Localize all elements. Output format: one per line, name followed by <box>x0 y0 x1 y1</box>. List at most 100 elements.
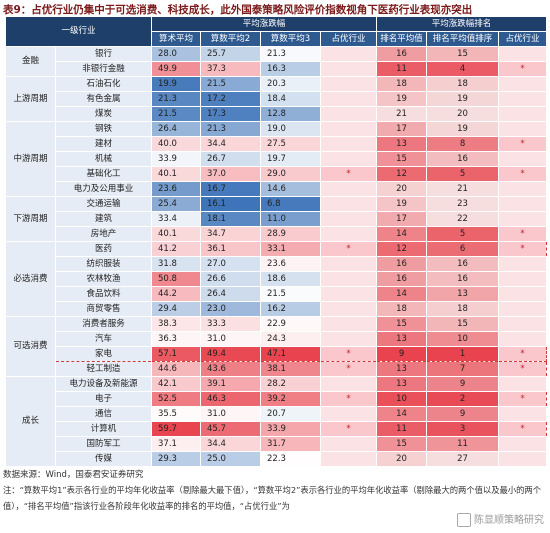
industry-table: 一级行业 平均涨跌幅 平均涨跌幅排名 算术平均 算数平均2 算数平均3 占优行业 排名平… <box>4 16 548 467</box>
avg-return-cell: 33.3 <box>200 316 262 332</box>
dominant-flag-cell <box>498 406 548 422</box>
rank-cell: 15 <box>376 151 428 167</box>
column-header: 占优行业 <box>320 31 378 47</box>
table-row: 有色金属 21.3 17.2 18.4 19 19 <box>6 91 548 107</box>
table-row: 非银行金融 49.9 37.3 16.3 11 4 * <box>6 61 548 77</box>
sector-label: 成长 <box>5 376 56 467</box>
dominant-flag-cell: * <box>498 391 548 407</box>
avg-return-cell: 27.5 <box>260 136 322 152</box>
avg-return-cell: 16.2 <box>260 301 322 317</box>
avg-return-cell: 40.1 <box>151 166 202 182</box>
rank-cell: 5 <box>426 166 500 182</box>
dominant-flag-cell: * <box>498 166 548 182</box>
avg-return-cell: 25.0 <box>200 451 262 467</box>
avg-return-cell: 18.4 <box>260 91 322 107</box>
avg-return-cell: 26.6 <box>200 271 262 287</box>
table-row: 国防军工 37.1 34.4 31.7 15 11 <box>6 436 548 452</box>
avg-return-cell: 57.1 <box>151 346 202 362</box>
avg-return-cell: 49.4 <box>200 346 262 362</box>
industry-name: 食品饮料 <box>54 286 153 302</box>
industry-name: 农林牧渔 <box>54 271 153 287</box>
rank-cell: 19 <box>376 91 428 107</box>
avg-return-cell: 21.3 <box>260 46 322 62</box>
table-row: 农林牧渔 50.8 26.6 18.6 16 16 <box>6 271 548 287</box>
rank-cell: 5 <box>426 226 500 242</box>
dominant-flag-cell <box>320 331 378 347</box>
avg-return-cell: 46.3 <box>200 391 262 407</box>
industry-name: 石油石化 <box>54 76 153 92</box>
dominant-flag-cell <box>320 376 378 392</box>
rank-cell: 1 <box>426 346 500 362</box>
table-row: 食品饮料 44.2 26.4 21.5 14 13 <box>6 286 548 302</box>
avg-return-cell: 34.7 <box>200 226 262 242</box>
rank-cell: 9 <box>426 376 500 392</box>
rank-cell: 19 <box>426 121 500 137</box>
avg-return-cell: 50.8 <box>151 271 202 287</box>
avg-return-cell: 33.1 <box>260 241 322 257</box>
avg-return-cell: 18.6 <box>260 271 322 287</box>
dominant-flag-cell <box>498 316 548 332</box>
column-header: 排名平均值排序 <box>426 31 500 47</box>
rank-cell: 13 <box>376 361 428 377</box>
table-row: 建材 40.0 34.4 27.5 13 8 * <box>6 136 548 152</box>
table-row: 机械 33.9 26.7 19.7 15 16 <box>6 151 548 167</box>
dominant-flag-cell: * <box>498 346 548 362</box>
dominant-flag-cell <box>498 76 548 92</box>
avg-return-cell: 44.6 <box>151 361 202 377</box>
table-row: 轻工制造 44.6 43.6 38.1 * 13 7 * <box>6 361 548 377</box>
rank-cell: 16 <box>376 46 428 62</box>
avg-return-cell: 28.9 <box>260 226 322 242</box>
dominant-flag-cell <box>498 181 548 197</box>
avg-return-cell: 45.7 <box>200 421 262 437</box>
dominant-flag-cell <box>498 286 548 302</box>
dominant-flag-cell: * <box>498 136 548 152</box>
rank-cell: 13 <box>376 331 428 347</box>
avg-return-cell: 28.0 <box>151 46 202 62</box>
industry-name: 建材 <box>54 136 153 152</box>
industry-name: 轻工制造 <box>54 361 153 377</box>
avg-return-cell: 31.7 <box>260 436 322 452</box>
dominant-flag-cell <box>498 451 548 467</box>
header-avg-return: 平均涨跌幅 <box>151 16 378 32</box>
table-row: 电力及公用事业 23.6 16.7 14.6 20 21 <box>6 181 548 197</box>
dominant-flag-cell: * <box>498 361 548 377</box>
column-header: 算术平均 <box>151 31 202 47</box>
avg-return-cell: 39.1 <box>200 376 262 392</box>
rank-cell: 27 <box>426 451 500 467</box>
rank-cell: 4 <box>426 61 500 77</box>
avg-return-cell: 17.2 <box>200 91 262 107</box>
dominant-flag-cell <box>498 436 548 452</box>
column-header: 排名平均值 <box>376 31 428 47</box>
avg-return-cell: 38.3 <box>151 316 202 332</box>
rank-cell: 15 <box>376 436 428 452</box>
dominant-flag-cell: * <box>498 421 548 437</box>
watermark-text: 陈显顺策略研究 <box>474 515 544 526</box>
rank-cell: 16 <box>426 151 500 167</box>
dominant-flag-cell <box>320 91 378 107</box>
rank-cell: 23 <box>426 196 500 212</box>
avg-return-cell: 59.7 <box>151 421 202 437</box>
rank-cell: 18 <box>376 301 428 317</box>
table-row: 房地产 40.1 34.7 28.9 14 5 * <box>6 226 548 242</box>
rank-cell: 11 <box>426 436 500 452</box>
avg-return-cell: 6.8 <box>260 196 322 212</box>
rank-cell: 21 <box>426 181 500 197</box>
column-header: 算数平均3 <box>260 31 322 47</box>
table-row: 中游周期 钢铁 26.4 21.3 19.0 17 19 <box>5 121 548 197</box>
avg-return-cell: 44.2 <box>151 286 202 302</box>
avg-return-cell: 12.8 <box>260 106 322 122</box>
rank-cell: 10 <box>376 391 428 407</box>
avg-return-cell: 31.0 <box>200 331 262 347</box>
dominant-flag-cell: * <box>498 226 548 242</box>
avg-return-cell: 40.1 <box>151 226 202 242</box>
sector-label: 下游周期 <box>5 196 56 242</box>
dominant-flag-cell <box>320 256 378 272</box>
dominant-flag-cell <box>498 271 548 287</box>
table-row: 必选消费 医药 41.2 36.1 33.1 * 12 6 * <box>5 241 548 317</box>
sector-label: 必选消费 <box>5 241 56 317</box>
avg-return-cell: 42.1 <box>151 376 202 392</box>
rank-cell: 11 <box>376 61 428 77</box>
column-header: 算数平均2 <box>200 31 262 47</box>
avg-return-cell: 25.7 <box>200 46 262 62</box>
dominant-flag-cell: * <box>498 61 548 77</box>
